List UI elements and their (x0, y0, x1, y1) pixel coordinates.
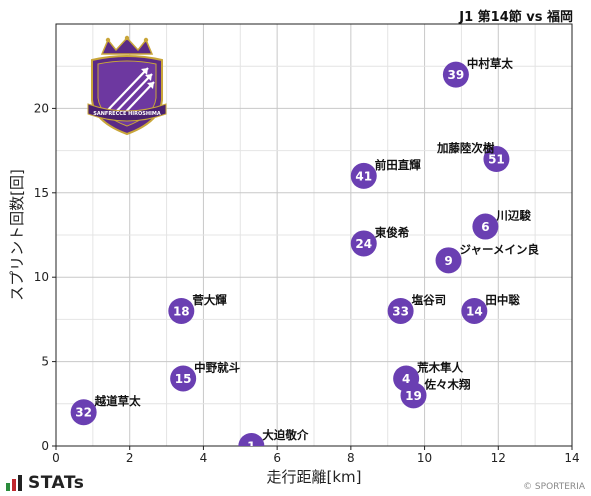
points-clip-group: 39 51 41 6 24 9 18 33 14 15 4 19 32 1 (70, 61, 510, 454)
point-marker (350, 162, 377, 189)
point-number-label: 41 (355, 169, 372, 183)
point-name-label: 東俊希 (375, 225, 410, 239)
point-name-label: 中野就斗 (194, 360, 240, 374)
match-title: J1 第14節 vs 福岡 (459, 10, 573, 25)
data-point: 1 (238, 433, 265, 454)
point-name-label: 越道草太 (94, 394, 141, 408)
point-name-label: 菅大輝 (192, 293, 227, 307)
data-point: 32 (70, 399, 97, 426)
stats-bars-icon (6, 475, 22, 491)
sporteria-credit: © SPORTERIA (523, 482, 585, 492)
point-number-label: 18 (173, 304, 190, 318)
x-tick-label: 2 (126, 451, 134, 465)
point-marker (238, 433, 265, 446)
point-number-label: 32 (75, 406, 92, 420)
point-name-label: 中村草太 (467, 57, 513, 71)
point-number-label: 6 (481, 220, 489, 234)
point-number-label: 1 (247, 440, 255, 454)
point-name-label: 大迫敬介 (262, 428, 308, 442)
point-name-label: 荒木隼人 (416, 360, 463, 374)
data-point: 19 (400, 382, 427, 409)
point-marker (400, 382, 427, 409)
svg-text:SANFRECCE HIROSHIMA: SANFRECCE HIROSHIMA (93, 111, 161, 117)
point-number-label: 9 (444, 254, 452, 268)
y-tick-label: 10 (34, 270, 49, 284)
data-point: 6 (472, 213, 499, 240)
y-tick-label: 15 (34, 186, 49, 200)
data-point: 51 (483, 146, 510, 173)
y-axis-label: スプリント回数[回] (8, 169, 26, 301)
plot-frame (55, 23, 573, 447)
point-marker (350, 230, 377, 257)
point-name-label: 佐々木翔 (424, 377, 471, 391)
data-point: 41 (350, 162, 377, 189)
y-tick-label: 20 (34, 101, 49, 115)
point-number-label: 4 (402, 372, 410, 386)
point-name-label: 前田直輝 (375, 158, 421, 172)
point-marker (387, 297, 414, 324)
data-point: 15 (170, 365, 197, 392)
sanfrecce-hiroshima-crest-icon: SANFRECCE HIROSHIMA (87, 35, 167, 136)
data-point: 14 (461, 297, 488, 324)
crest: SANFRECCE HIROSHIMA (87, 35, 167, 136)
x-tick-label: 8 (347, 451, 355, 465)
y-tick-label: 0 (41, 439, 49, 453)
stats-brand: STATs (28, 473, 85, 493)
stats-logo: STATs (6, 473, 85, 493)
point-name-label: 加藤陸次樹 (436, 141, 495, 155)
point-name-label: ジャーメイン良 (460, 242, 540, 256)
point-number-label: 51 (488, 153, 505, 167)
point-marker (472, 213, 499, 240)
data-point: 24 (350, 230, 377, 257)
point-marker (461, 297, 488, 324)
point-name-label: 田中聡 (485, 293, 520, 307)
data-point: 33 (387, 297, 414, 324)
data-point: 9 (435, 247, 462, 274)
point-number-label: 19 (405, 389, 422, 403)
data-point: 39 (442, 61, 469, 88)
x-tick-label: 4 (200, 451, 208, 465)
data-point: 18 (168, 297, 195, 324)
point-marker (435, 247, 462, 274)
x-tick-label: 0 (52, 451, 60, 465)
x-tick-label: 14 (564, 451, 579, 465)
x-tick-label: 10 (417, 451, 432, 465)
point-name-label: 塩谷司 (412, 293, 447, 307)
x-axis-label: 走行距離[km] (266, 468, 361, 486)
point-number-label: 24 (355, 237, 372, 251)
y-tick-label: 5 (41, 355, 49, 369)
point-name-label: 川辺駿 (495, 209, 531, 223)
point-number-label: 15 (175, 372, 192, 386)
x-tick-label: 12 (491, 451, 506, 465)
point-number-label: 33 (392, 304, 409, 318)
point-number-label: 39 (448, 68, 465, 82)
x-tick-label: 6 (273, 451, 281, 465)
point-marker (70, 399, 97, 426)
point-marker (442, 61, 469, 88)
point-marker (483, 146, 510, 173)
point-number-label: 14 (466, 304, 483, 318)
point-marker (168, 297, 195, 324)
point-marker (170, 365, 197, 392)
